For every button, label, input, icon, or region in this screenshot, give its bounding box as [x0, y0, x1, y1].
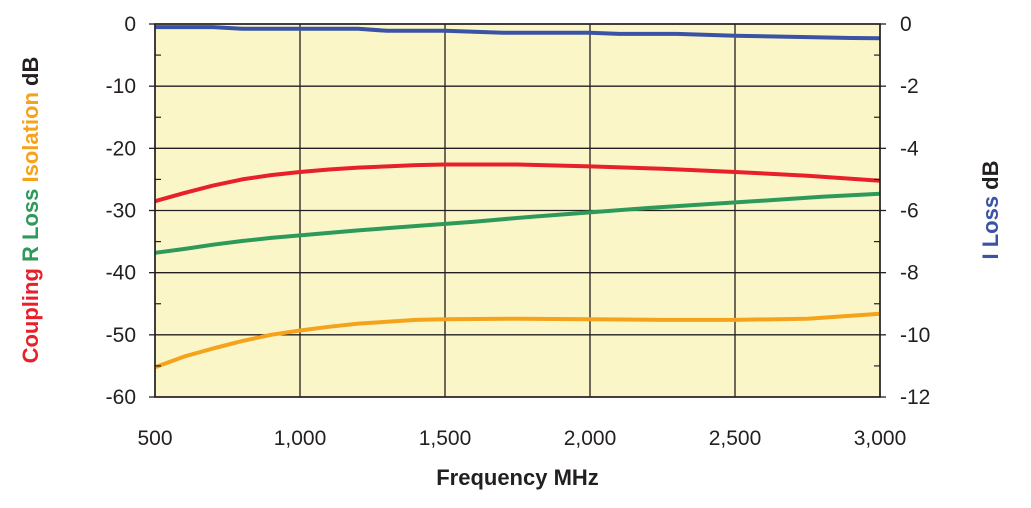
series-lines: [154, 25, 881, 370]
series-line-r-loss: [154, 191, 881, 255]
series-line-i-loss: [155, 25, 881, 41]
left-y-tick-label: -20: [106, 137, 136, 160]
series-line-isolation: [154, 311, 881, 370]
left-y-tick-label: 0: [124, 13, 136, 36]
right-y-axis-title: I Loss dB: [978, 160, 1003, 259]
right-y-tick-label: -4: [900, 137, 919, 160]
left-y-tick-label: -30: [106, 200, 136, 223]
x-tick-label: 1,500: [419, 427, 472, 450]
right-y-tick-label: 0: [900, 13, 912, 36]
left-y-tick-label: -40: [106, 262, 136, 285]
right-y-tick-label: -8: [900, 262, 919, 285]
x-tick-label: 2,500: [709, 427, 762, 450]
left-y-tick-label: -60: [106, 386, 136, 409]
left-y-axis-title: Coupling R Loss Isolation dB: [18, 57, 43, 364]
x-axis-title: Frequency MHz: [436, 465, 599, 490]
x-tick-label: 500: [137, 427, 172, 450]
x-tick-label: 3,000: [854, 427, 907, 450]
tick-labels: 500 1,000 1,500 2,000 2,500 3,0000-10-20-30-4…: [106, 13, 931, 450]
right-y-tick-label: -10: [900, 324, 930, 347]
axis-title-part: dB: [978, 160, 1003, 195]
axis-title-part: dB: [18, 57, 43, 92]
right-y-tick-label: -6: [900, 200, 919, 223]
axis-title-part: Coupling: [18, 268, 43, 363]
left-y-tick-label: -10: [106, 75, 136, 98]
right-y-tick-label: -12: [900, 386, 930, 409]
axes: [149, 23, 886, 398]
right-y-tick-label: -2: [900, 75, 919, 98]
axis-title-part: Isolation: [18, 92, 43, 189]
axis-title-part: R Loss: [18, 189, 43, 268]
axis-title-part: I Loss: [978, 196, 1003, 260]
x-tick-label: 1,000: [274, 427, 327, 450]
series-line-coupling: [154, 162, 881, 204]
x-tick-label: 2,000: [564, 427, 617, 450]
left-y-tick-label: -50: [106, 324, 136, 347]
